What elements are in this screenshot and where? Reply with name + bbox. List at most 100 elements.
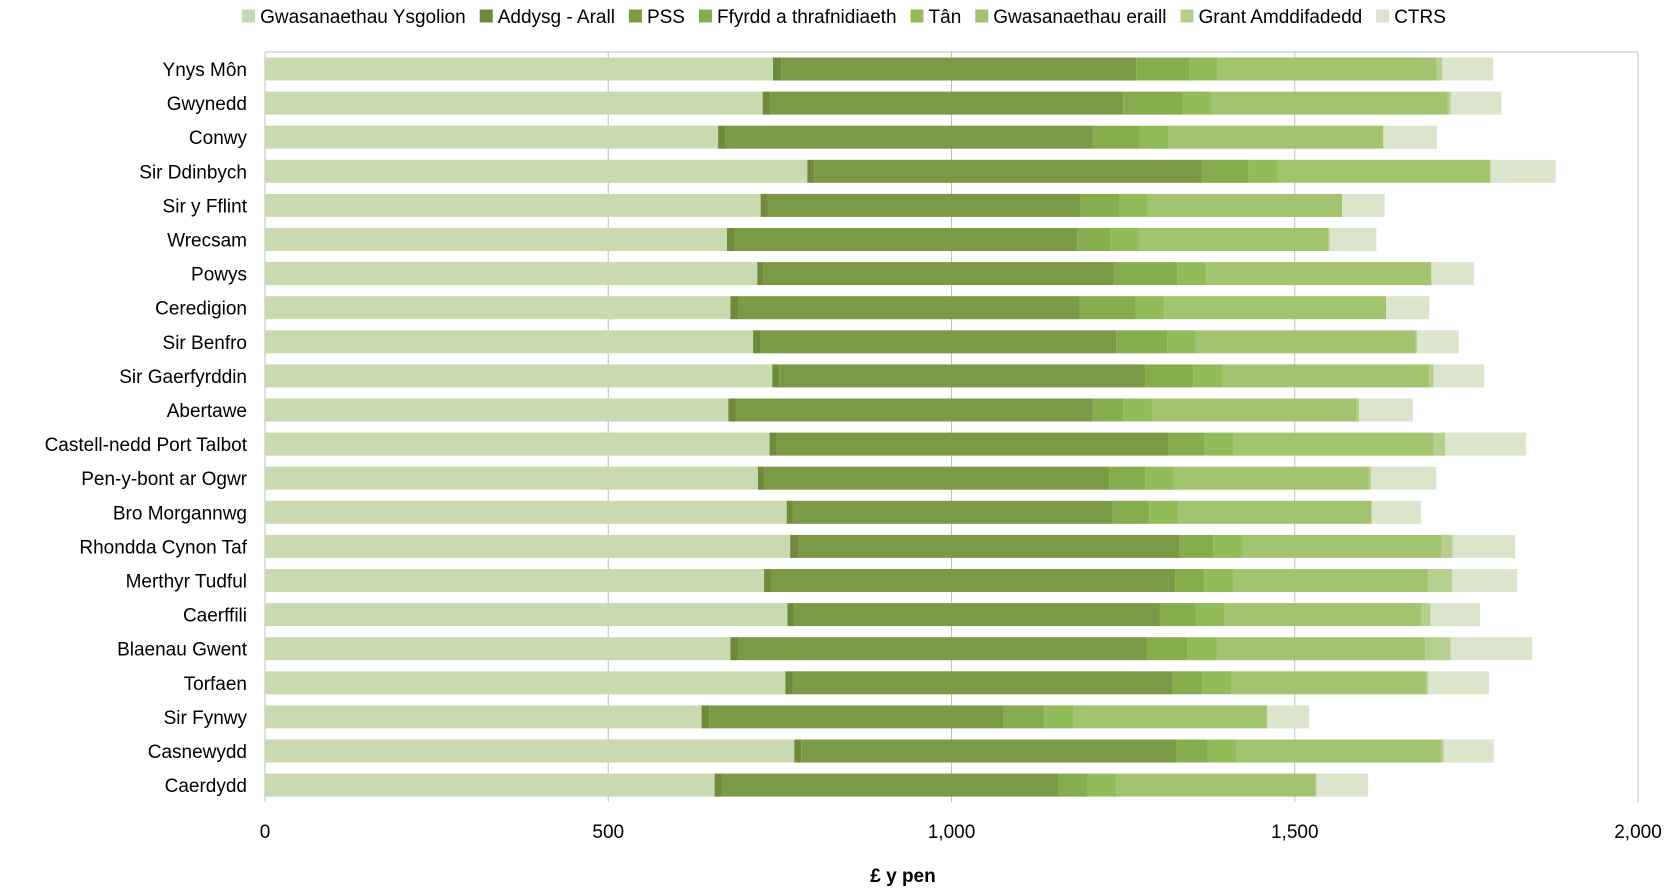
bar-segment [1386, 296, 1430, 320]
bar-segment [1112, 500, 1150, 524]
legend-swatch [698, 9, 712, 23]
bar-segment [1425, 671, 1428, 695]
bar-segment [1221, 364, 1430, 388]
bar-segment [709, 705, 1003, 729]
bar-segment [1371, 500, 1422, 524]
bar-segment [1202, 159, 1249, 183]
bar-segment [265, 637, 731, 661]
category-label: Bro Morgannwg [113, 503, 247, 524]
x-axis-title: £ y pen [870, 866, 935, 887]
bar-segment [1490, 159, 1556, 183]
bar-segment [1436, 57, 1443, 81]
bar-segment [1177, 262, 1207, 286]
bar-segment [1450, 91, 1502, 115]
bar-segment [1145, 466, 1174, 490]
bar-segment [785, 671, 793, 695]
bar-segment [776, 432, 1169, 456]
bar-segment [787, 603, 795, 627]
bar-row [265, 705, 1310, 729]
category-label: Sir Gaerfyrddin [119, 367, 247, 388]
bar-segment [701, 705, 710, 729]
legend-label: Addysg - Arall [498, 7, 615, 28]
legend-swatch [628, 9, 642, 23]
bar-segment [1450, 637, 1533, 661]
bar-segment [1151, 398, 1357, 422]
bar-segment [1236, 739, 1441, 763]
category-label: Conwy [189, 128, 248, 149]
bar-segment [1178, 500, 1372, 524]
category-label: Merthyr Tudful [126, 572, 247, 593]
bar-segment [1447, 91, 1451, 115]
bar-segment [786, 500, 793, 524]
bar-segment [265, 57, 774, 81]
bar-segment [1452, 534, 1516, 558]
category-label: Sir Ddinbych [139, 162, 247, 183]
bar-segment [1217, 57, 1437, 81]
bar-segment [1202, 671, 1232, 695]
bar-segment [265, 466, 758, 490]
bar-segment [1204, 569, 1233, 592]
bar-segment [265, 432, 770, 456]
bar-segment [772, 364, 780, 388]
bar-segment [265, 569, 765, 592]
bar-segment [1044, 705, 1074, 729]
bar-segment [265, 159, 808, 183]
bar-segment [1167, 330, 1196, 354]
legend-swatch [242, 9, 256, 23]
bar-segment [1359, 398, 1413, 422]
category-label: Abertawe [167, 401, 247, 422]
bar-segment [770, 91, 1124, 115]
bar-segment [1356, 398, 1360, 422]
bar-segment [1216, 637, 1426, 661]
bar-segment [1429, 364, 1434, 388]
bar-segment [265, 773, 715, 797]
bar-row [265, 159, 1556, 183]
bar-segment [1173, 466, 1369, 490]
legend-swatch [1180, 9, 1194, 23]
bar-segment [1213, 534, 1243, 558]
bar-segment [1315, 773, 1317, 797]
bar-segment [725, 125, 1093, 149]
bar-segment [760, 330, 1117, 354]
bar-segment [734, 228, 1078, 251]
bar-segment [265, 671, 786, 695]
bar-segment [1168, 432, 1205, 456]
bar-segment [1383, 125, 1437, 149]
bar-segment [757, 262, 764, 286]
bar-segment [1123, 398, 1152, 422]
bar-segment [1175, 569, 1205, 592]
category-label: Caerffili [183, 606, 247, 627]
bar-segment [790, 534, 799, 558]
bar-segment [737, 296, 1080, 320]
bar-segment [794, 603, 1160, 627]
bar-segment [727, 228, 735, 251]
bar-segment [265, 193, 761, 217]
bar-segment [779, 364, 1146, 388]
bar-segment [1113, 262, 1178, 286]
bar-row [265, 534, 1516, 558]
bar-segment [1182, 91, 1212, 115]
bar-segment [1110, 228, 1139, 251]
bar-segment [1416, 330, 1459, 354]
bar-segment [1189, 57, 1218, 81]
bar-segment [773, 57, 782, 81]
bar-segment [728, 398, 736, 422]
category-label: Sir y Fflint [163, 196, 248, 217]
bar-row [265, 432, 1527, 456]
bar-segment [1195, 330, 1416, 354]
bar-segment [265, 262, 758, 286]
bar-row [265, 603, 1481, 627]
bar-segment [265, 705, 702, 729]
bar-segment [1267, 705, 1310, 729]
bar-segment [1415, 330, 1417, 354]
bar-row [265, 364, 1485, 388]
bar-segment [1087, 773, 1117, 797]
legend-label: Tân [929, 7, 962, 28]
bar-segment [1232, 569, 1428, 592]
category-label: Blaenau Gwent [117, 640, 248, 661]
x-tick-label: 1,500 [1271, 822, 1319, 843]
bar-segment [1116, 330, 1168, 354]
bar-segment [1073, 705, 1268, 729]
bar-segment [792, 500, 1113, 524]
